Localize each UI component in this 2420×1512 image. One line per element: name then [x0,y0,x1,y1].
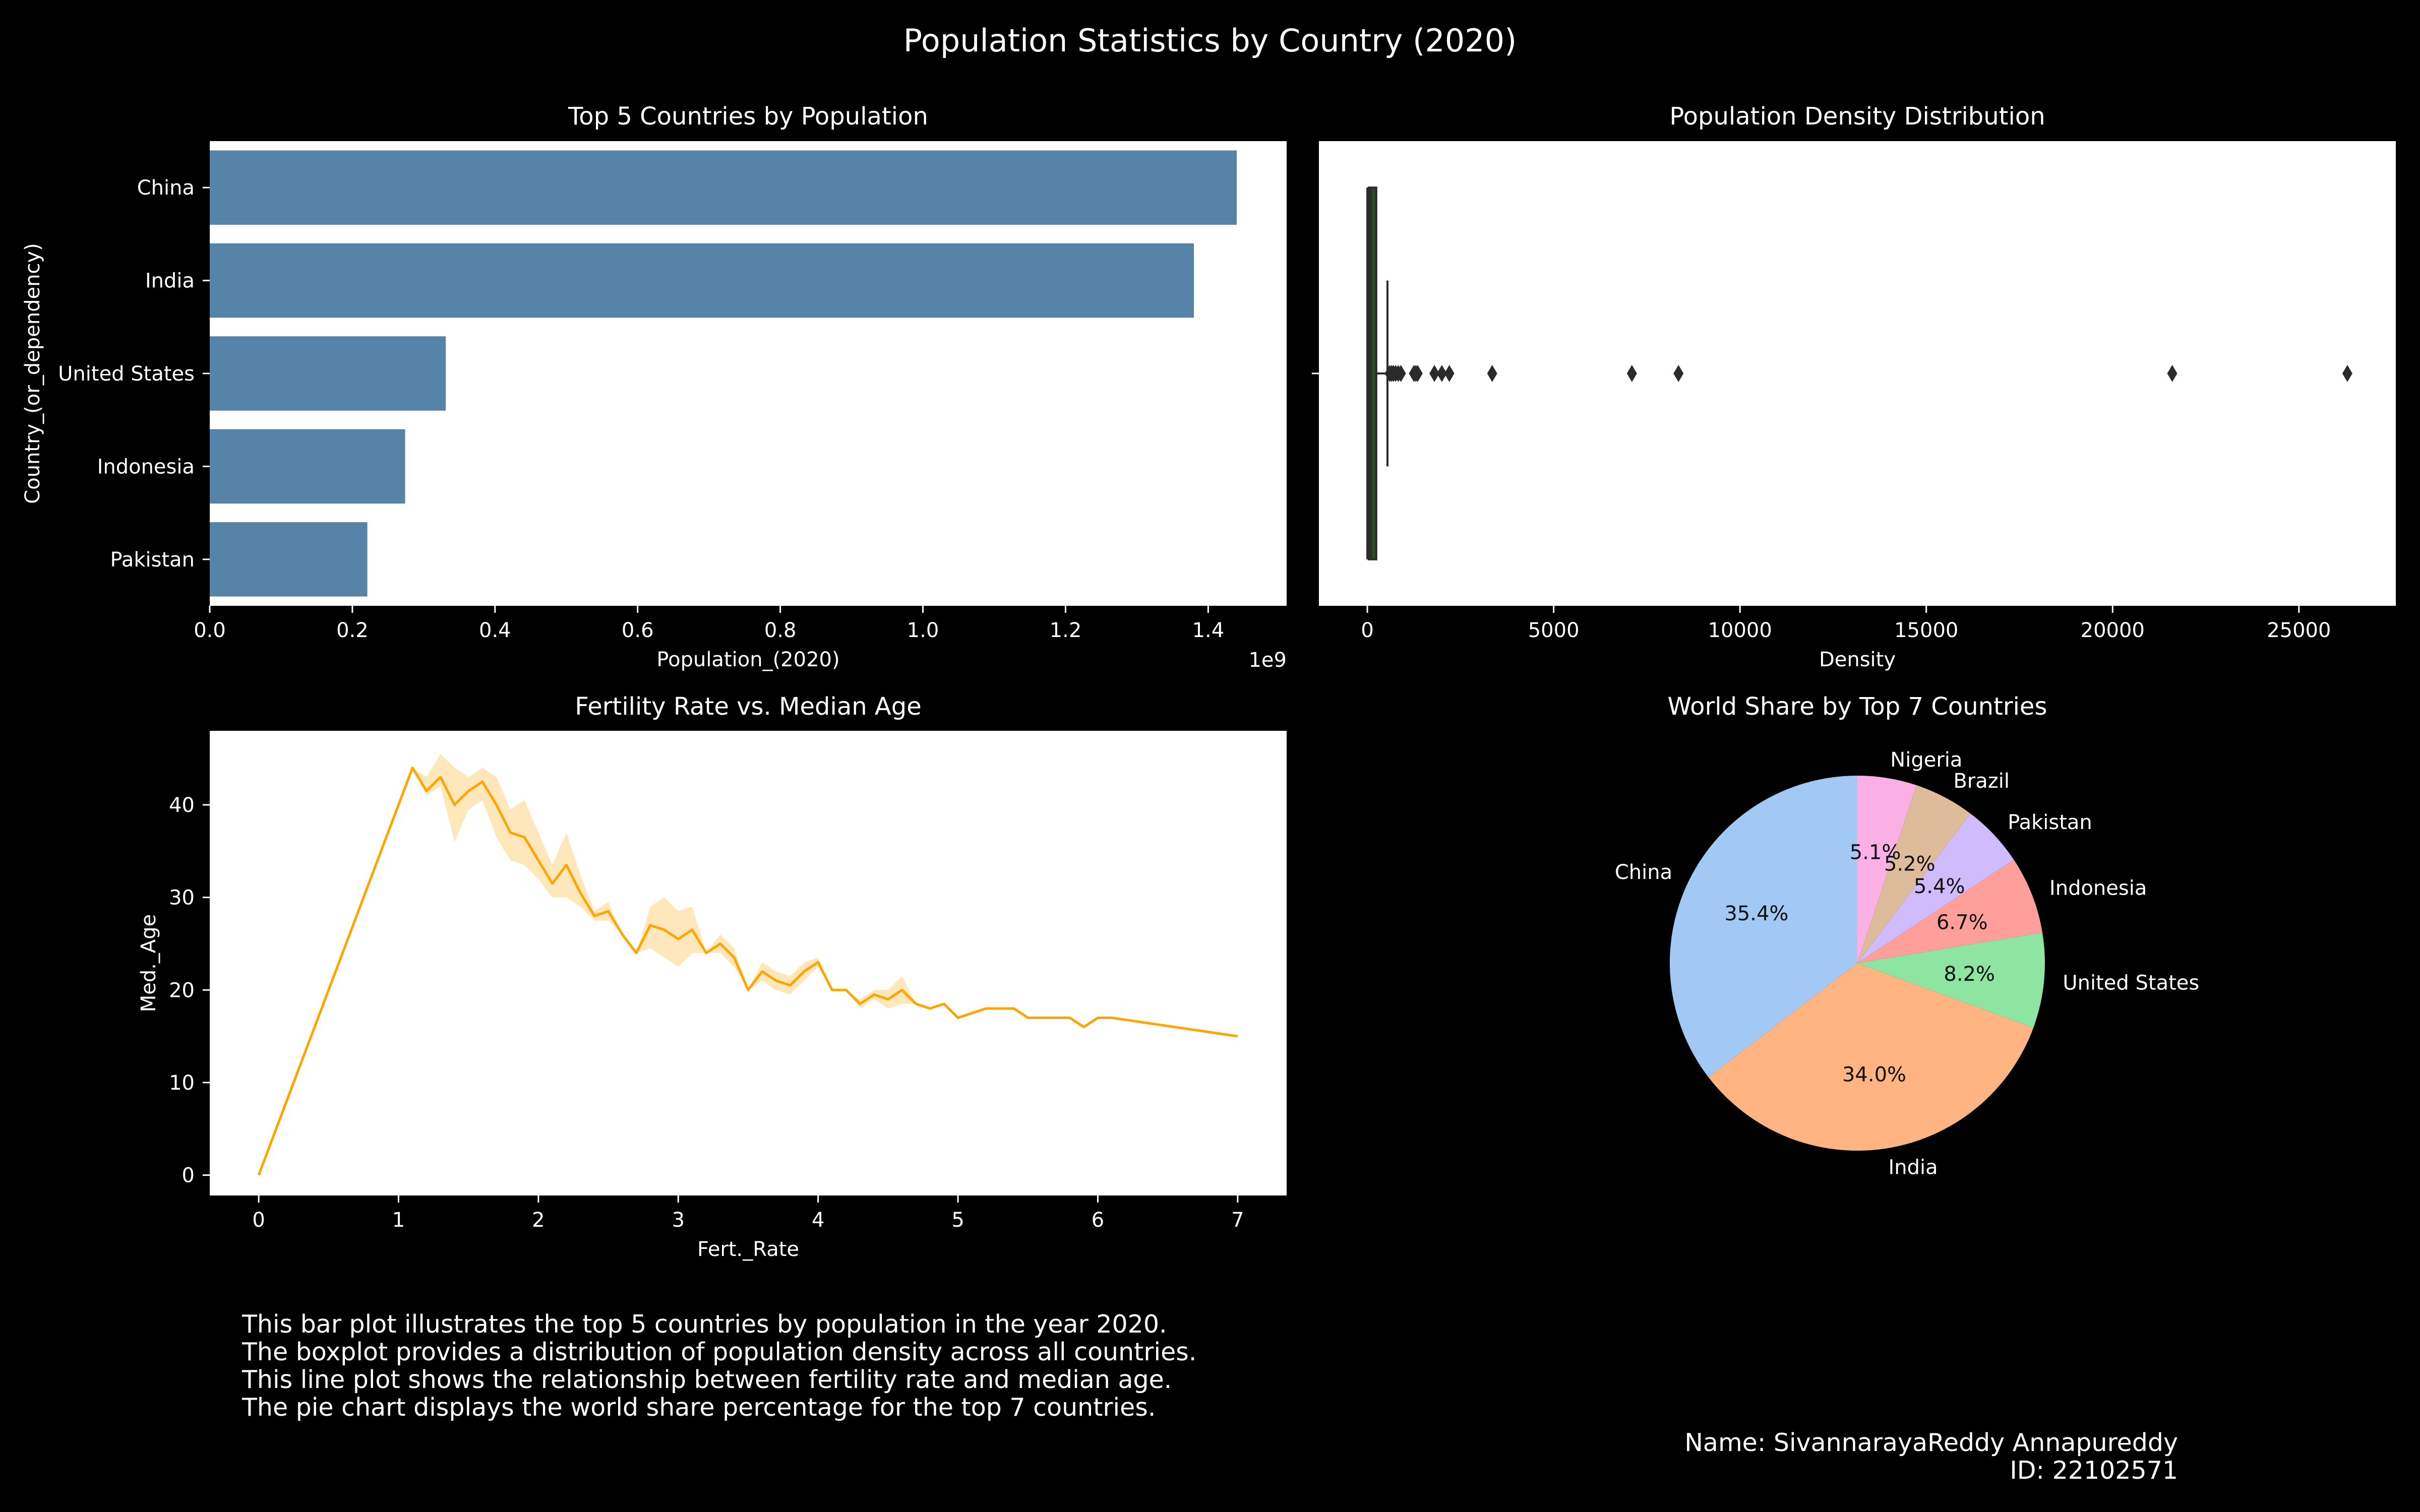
pie-category-label: India [1888,1156,1938,1179]
line-chart: Fertility Rate vs. Median Age 0 1 2 3 4 5 6 7 0… [137,692,1287,1261]
pie-slice [1857,776,1917,963]
box-x-tick-label: 5000 [1528,619,1580,642]
pie-chart: World Share by Top 7 Countries China 35.4… [1615,692,2199,1179]
line-x-tick-label: 3 [672,1209,685,1232]
pie-percent-label: 5.2% [1884,852,1935,875]
bar-y-tick-label: United States [58,362,195,386]
line-x-tick-label: 4 [812,1209,824,1232]
box-outlier [1626,365,1637,382]
box-chart-title: Population Density Distribution [1669,102,2045,131]
bar-x-axis-label: Population_(2020) [656,648,839,671]
box-plot-area [1319,141,2396,606]
bar-x-tick-label: 0.6 [622,619,654,642]
line-x-axis-label: Fert._Rate [697,1238,799,1261]
pie-category-label: United States [2063,972,2199,995]
box-x-tick-label: 0 [1361,619,1373,642]
box-x-axis-label: Density [1819,648,1896,671]
bar-x-tick-label: 1.2 [1050,619,1082,642]
pie-category-label: China [1615,861,1672,884]
line-x-tick-label: 5 [951,1209,964,1232]
line-x-tick-label: 6 [1092,1209,1104,1232]
pie-percent-label: 35.4% [1724,902,1788,925]
box-outlier [1436,365,1447,382]
bar-y-tick-label: China [137,176,195,200]
line-y-tick-label: 0 [182,1164,195,1187]
box-outlier [1444,365,1455,382]
pie-slice [1669,776,1857,1078]
pie-percent-label: 6.7% [1937,911,1988,934]
line-x-tick-label: 2 [532,1209,544,1232]
author-id: ID: 22102571 [2010,1456,2178,1485]
box-chart: Population Density Distribution 0 5000 100… [1312,102,2396,671]
line-x-tick-label: 0 [252,1209,265,1232]
box-outlier [1412,365,1423,382]
author-name: Name: SivannarayaReddy Annapureddy [1684,1428,2178,1457]
bar [210,429,405,504]
box-x-tick-label: 25000 [2267,619,2331,642]
pie-slice [1857,785,1971,963]
line-x-tick-label: 7 [1231,1209,1244,1232]
line-y-tick-label: 10 [169,1072,195,1095]
bar-x-tick-label: 1.4 [1192,619,1225,642]
line-y-tick-label: 30 [169,887,195,910]
bar [210,243,1194,318]
box-outlier [2342,365,2352,382]
box-x-tick-label: 10000 [1708,619,1772,642]
figure-title: Population Statistics by Country (2020) [903,22,1517,59]
caption-line: This bar plot illustrates the top 5 coun… [242,1310,1167,1339]
caption-notes: This bar plot illustrates the top 5 coun… [242,1310,1196,1421]
pie-category-label: Nigeria [1890,748,1962,772]
pie-category-label: Pakistan [2008,811,2092,834]
bar-y-tick-label: Pakistan [110,548,195,572]
bar-chart-title: Top 5 Countries by Population [568,102,928,131]
line-series-path [257,767,1238,1176]
bar-chart: Top 5 Countries by Population 0.0 0.2 0.4 0… [21,102,1287,672]
box-iqr [1367,186,1377,560]
bar-y-tick-label: Indonesia [97,455,195,478]
bar-x-tick-label: 0.0 [194,619,226,642]
bar-y-axis-label: Country_(or_dependency) [21,243,44,503]
caption-line: The pie chart displays the world share p… [242,1393,1156,1422]
bar [210,522,368,597]
box-outlier [1487,365,1497,382]
box-x-tick-label: 20000 [2081,619,2145,642]
box-x-tick-label: 15000 [1894,619,1958,642]
bar-offset-label: 1e9 [1248,649,1287,672]
bar [210,150,1237,225]
caption-line: The boxplot provides a distribution of p… [242,1338,1197,1366]
pie-percent-label: 8.2% [1944,963,1995,986]
bar [210,336,446,411]
pie-percent-label: 34.0% [1842,1063,1906,1087]
pie-percent-label: 5.1% [1850,841,1901,864]
line-x-tick-label: 1 [392,1209,405,1232]
author-info: Name: SivannarayaReddy Annapureddy ID: 2… [1684,1429,2178,1484]
bar-x-tick-label: 0.2 [336,619,369,642]
line-chart-title: Fertility Rate vs. Median Age [575,692,922,721]
pie-slice [1857,859,2042,963]
pie-slice [1857,932,2045,1028]
pie-category-label: Brazil [1953,770,2010,793]
bar-x-tick-label: 0.4 [479,619,511,642]
pie-percent-label: 5.4% [1914,875,1965,898]
line-y-axis-label: Med._Age [137,914,160,1013]
box-outlier [2167,365,2177,382]
bar-x-tick-label: 1.0 [907,619,939,642]
pie-category-label: Indonesia [2049,877,2147,900]
pie-chart-title: World Share by Top 7 Countries [1668,692,2047,721]
box-outlier [1396,365,1406,382]
line-plot-area [210,731,1287,1195]
pie-slice [1857,813,2014,963]
bar-x-tick-label: 0.8 [764,619,797,642]
caption-line: This line plot shows the relationship be… [242,1365,1172,1394]
box-outlier [1429,365,1440,382]
pie-slice [1708,963,2034,1151]
box-outlier [1673,365,1684,382]
bar-y-tick-label: India [145,270,195,293]
line-y-tick-label: 40 [169,794,195,817]
line-y-tick-label: 20 [169,979,195,1002]
